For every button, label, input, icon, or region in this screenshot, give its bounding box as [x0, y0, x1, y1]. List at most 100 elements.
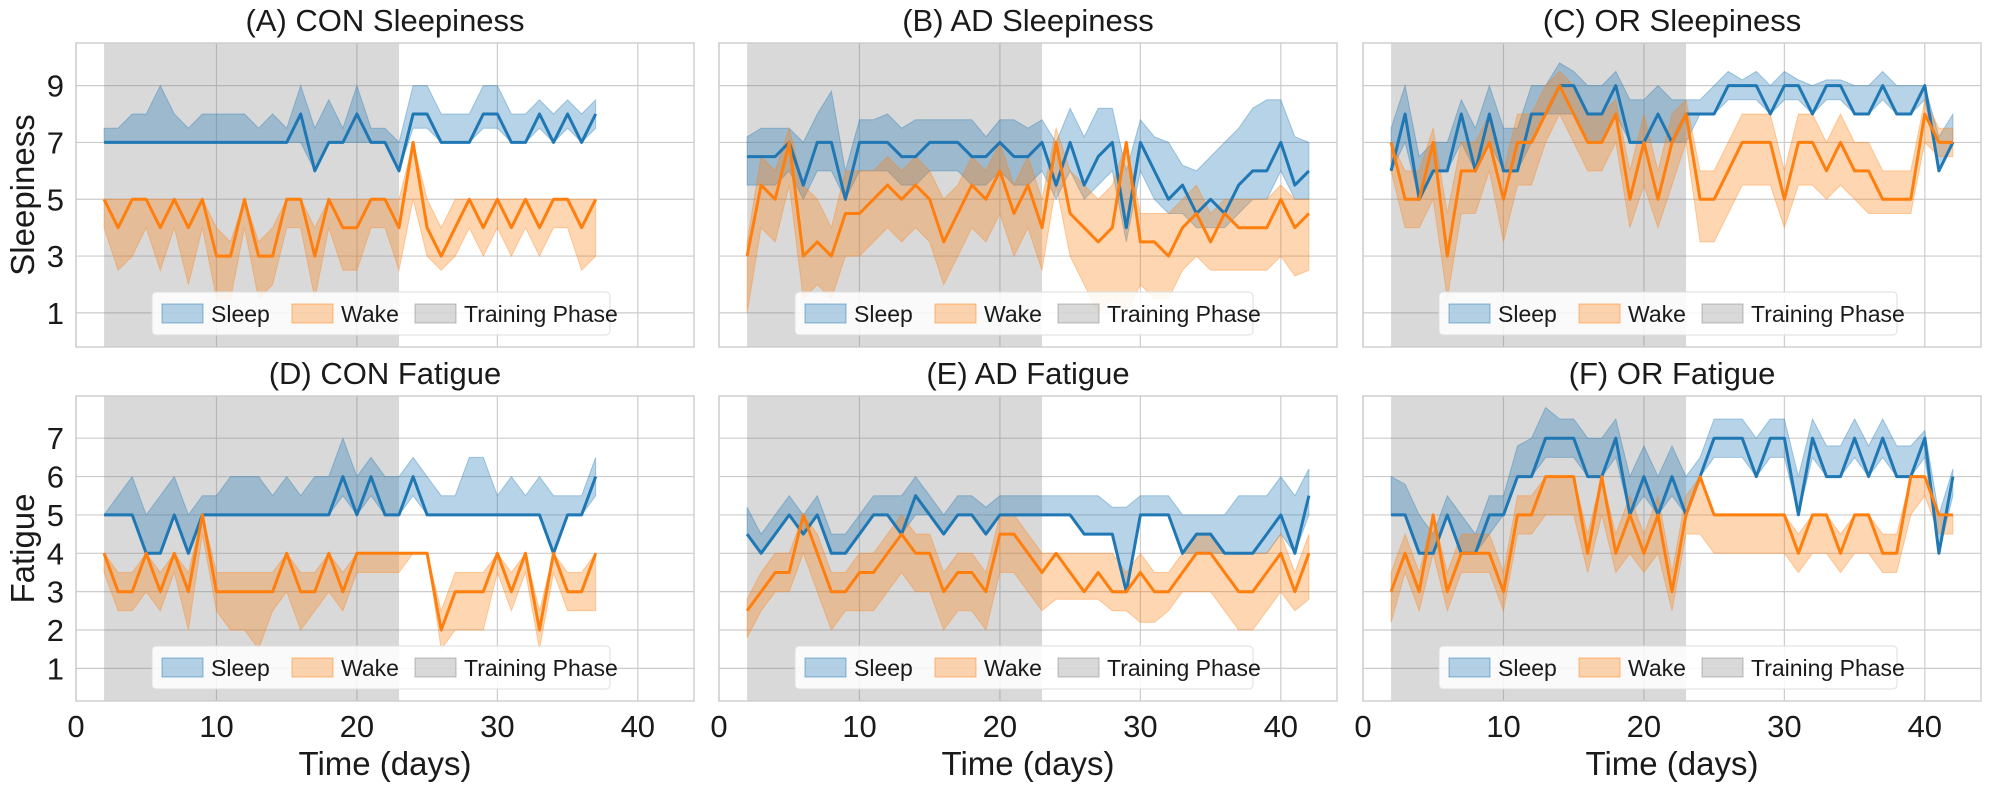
- x-tick-label: 40: [1908, 709, 1942, 744]
- wake-swatch: [1578, 303, 1621, 324]
- legend-label: Wake: [341, 655, 399, 681]
- x-tick-label: 30: [480, 709, 514, 744]
- x-tick-label: 20: [983, 709, 1017, 744]
- y-tick-label: 4: [47, 536, 64, 571]
- x-axis-label: Time (days): [942, 745, 1115, 782]
- legend-label: Training Phase: [464, 655, 618, 681]
- y-tick-label: 7: [47, 421, 64, 456]
- legend-label: Training Phase: [1751, 301, 1905, 327]
- wake-swatch: [934, 303, 977, 324]
- wake-swatch: [1578, 657, 1621, 678]
- x-tick-label: 0: [710, 709, 727, 744]
- sleep-line: [745, 494, 1311, 594]
- legend-label: Sleep: [1498, 655, 1557, 681]
- sleep-swatch: [804, 303, 847, 324]
- legend-box: [794, 291, 1254, 336]
- plot-frame: [718, 42, 1338, 348]
- y-tick-label: 1: [47, 296, 64, 331]
- wake-line: [1389, 475, 1953, 594]
- training-phase-swatch: [414, 303, 457, 324]
- plot-area: [1389, 406, 1955, 623]
- panel-2: (B) AD Sleepiness Sleep Wake Training Phase: [718, 3, 1338, 348]
- sleep-swatch: [161, 303, 204, 324]
- panel-title: (C) OR Sleepiness: [1543, 3, 1801, 38]
- plot-frame: [1362, 42, 1982, 348]
- panel-title: (E) AD Fatigue: [926, 356, 1129, 391]
- y-tick-label: 2: [47, 613, 64, 648]
- legend-box: [794, 645, 1254, 690]
- x-tick-label: 30: [1123, 709, 1157, 744]
- y-axis-label: Sleepiness: [4, 114, 41, 275]
- wake-swatch: [291, 657, 334, 678]
- x-tick-label: 40: [621, 709, 655, 744]
- plot-frame: [718, 395, 1338, 702]
- panel-title: (F) OR Fatigue: [1569, 356, 1776, 391]
- legend-label: Wake: [1628, 301, 1686, 327]
- legend-label: Training Phase: [1107, 301, 1261, 327]
- x-axis-label: Time (days): [1586, 745, 1759, 782]
- y-tick-label: 1: [47, 651, 64, 686]
- legend-label: Training Phase: [1107, 655, 1261, 681]
- wake-line: [745, 140, 1310, 258]
- x-tick-label: 20: [340, 709, 374, 744]
- training-phase-swatch: [1701, 657, 1744, 678]
- training-phase-swatch: [1701, 303, 1744, 324]
- legend-label: Wake: [1628, 655, 1686, 681]
- panel-3: (C) OR Sleepiness Sleep Wake Training Phase: [1362, 3, 1982, 348]
- panel-4: (D) CON Fatigue 123 456 7 Fatigue 0 10 20 30 40 Ti…: [4, 356, 695, 782]
- sleep-swatch: [161, 657, 204, 678]
- wake-swatch: [291, 303, 334, 324]
- legend-box: [1438, 291, 1898, 336]
- y-tick-label: 5: [47, 182, 64, 217]
- y-tick-label: 3: [47, 575, 64, 610]
- x-tick-label: 0: [67, 709, 84, 744]
- plot-area: [102, 84, 598, 300]
- legend-box: [151, 291, 611, 336]
- wake-line: [1389, 84, 1953, 258]
- sleep-swatch: [1448, 303, 1491, 324]
- legend: Sleep Wake Training Phase: [794, 645, 1261, 690]
- panel-title: (B) AD Sleepiness: [902, 3, 1154, 38]
- x-tick-label: 10: [199, 709, 233, 744]
- legend: Sleep Wake Training Phase: [151, 291, 618, 336]
- y-axis-label: Fatigue: [4, 493, 41, 603]
- plot-area: [745, 89, 1310, 314]
- y-tick-label: 9: [47, 69, 64, 104]
- y-tick-label: 7: [47, 125, 64, 160]
- panel-5: (E) AD Fatigue 0 10 20 30 40 Time (days) Sleep W…: [710, 356, 1338, 782]
- legend: Sleep Wake Training Phase: [1438, 291, 1905, 336]
- sleep-line: [104, 475, 598, 555]
- wake-band: [746, 126, 1310, 314]
- sleep-band: [746, 468, 1310, 592]
- legend-box: [151, 645, 611, 690]
- legend: Sleep Wake Training Phase: [1438, 645, 1905, 690]
- training-phase-swatch: [414, 657, 457, 678]
- x-tick-label: 30: [1767, 709, 1801, 744]
- legend-box: [1438, 645, 1898, 690]
- legend-label: Wake: [984, 301, 1042, 327]
- plot-frame: [75, 395, 695, 702]
- panel-title: (A) CON Sleepiness: [245, 3, 524, 38]
- sleep-line: [104, 112, 598, 173]
- x-tick-label: 40: [1264, 709, 1298, 744]
- wake-line: [102, 513, 598, 632]
- plot-area: [745, 468, 1311, 638]
- y-tick-label: 6: [47, 460, 64, 495]
- legend-label: Sleep: [854, 655, 913, 681]
- legend-label: Training Phase: [1751, 655, 1905, 681]
- x-tick-label: 10: [1486, 709, 1520, 744]
- wake-line: [102, 140, 598, 258]
- sleep-line: [747, 140, 1310, 230]
- x-tick-label: 0: [1354, 709, 1371, 744]
- legend-label: Sleep: [854, 301, 913, 327]
- legend-label: Sleep: [1498, 301, 1557, 327]
- legend-label: Sleep: [211, 655, 270, 681]
- plot-frame: [75, 42, 695, 348]
- sleep-swatch: [1448, 657, 1491, 678]
- sleep-band: [746, 89, 1310, 242]
- legend: Sleep Wake Training Phase: [151, 645, 618, 690]
- legend-label: Wake: [341, 301, 399, 327]
- legend-label: Training Phase: [464, 301, 618, 327]
